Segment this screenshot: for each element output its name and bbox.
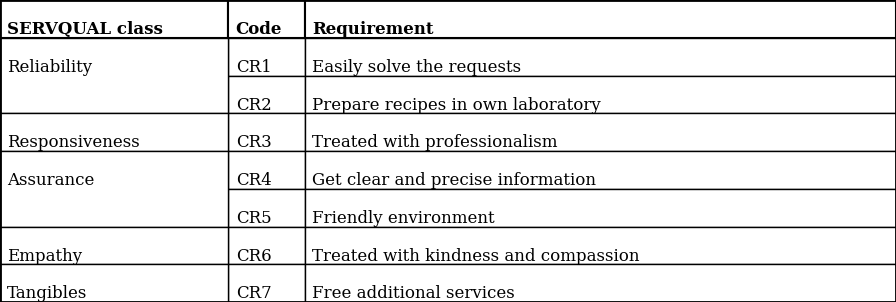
- Text: CR7: CR7: [236, 285, 271, 302]
- Text: CR2: CR2: [236, 97, 271, 114]
- Text: Requirement: Requirement: [312, 21, 434, 38]
- Text: Code: Code: [236, 21, 282, 38]
- Bar: [0, 113, 228, 151]
- Bar: [228, 189, 305, 226]
- Text: SERVQUAL class: SERVQUAL class: [7, 21, 163, 38]
- Text: Free additional services: Free additional services: [312, 285, 514, 302]
- Bar: [305, 226, 896, 264]
- Bar: [228, 113, 305, 151]
- Text: Get clear and precise information: Get clear and precise information: [312, 172, 596, 189]
- Text: Easily solve the requests: Easily solve the requests: [312, 59, 521, 76]
- Bar: [228, 264, 305, 302]
- Bar: [305, 113, 896, 151]
- Bar: [305, 189, 896, 226]
- Bar: [0, 226, 228, 264]
- Text: CR4: CR4: [236, 172, 271, 189]
- Text: Empathy: Empathy: [7, 248, 82, 265]
- Text: CR5: CR5: [236, 210, 271, 227]
- Bar: [0, 264, 228, 302]
- Bar: [228, 76, 305, 113]
- Bar: [228, 38, 305, 76]
- Text: Treated with professionalism: Treated with professionalism: [312, 134, 557, 151]
- Text: Prepare recipes in own laboratory: Prepare recipes in own laboratory: [312, 97, 600, 114]
- Text: Reliability: Reliability: [7, 59, 92, 76]
- Bar: [305, 76, 896, 113]
- Bar: [228, 226, 305, 264]
- Bar: [228, 0, 305, 38]
- Bar: [0, 38, 228, 113]
- Text: Treated with kindness and compassion: Treated with kindness and compassion: [312, 248, 640, 265]
- Bar: [305, 151, 896, 189]
- Text: CR3: CR3: [236, 134, 271, 151]
- Text: Responsiveness: Responsiveness: [7, 134, 140, 151]
- Text: CR1: CR1: [236, 59, 271, 76]
- Text: Friendly environment: Friendly environment: [312, 210, 495, 227]
- Bar: [0, 151, 228, 226]
- Bar: [0, 0, 228, 38]
- Text: Tangibles: Tangibles: [7, 285, 88, 302]
- Bar: [305, 0, 896, 38]
- Bar: [228, 151, 305, 189]
- Text: Assurance: Assurance: [7, 172, 95, 189]
- Bar: [305, 38, 896, 76]
- Bar: [305, 264, 896, 302]
- Text: CR6: CR6: [236, 248, 271, 265]
